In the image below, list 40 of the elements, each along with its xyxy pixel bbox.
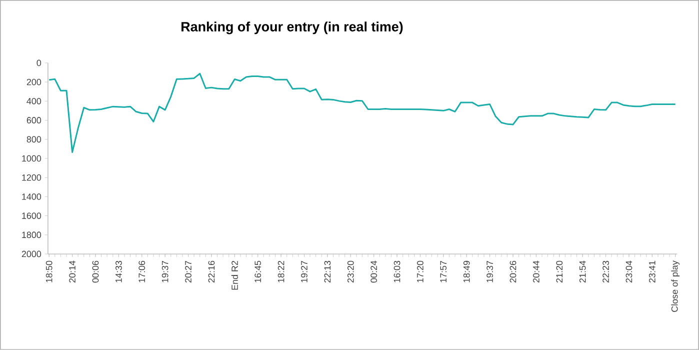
x-tick-label: 20:27	[185, 260, 192, 283]
x-tick-label: 00:06	[92, 260, 99, 283]
x-tick-label: 17:57	[440, 260, 447, 282]
y-tick-label: 1200	[22, 174, 42, 181]
x-tick-label: 22:13	[324, 260, 331, 283]
x-tick-label: 20:14	[69, 260, 76, 283]
y-tick-label: 800	[26, 136, 42, 143]
y-tick-label: 200	[26, 78, 42, 86]
x-tick-label: 18:49	[463, 260, 470, 282]
x-tick-label: 19:37	[162, 260, 168, 282]
x-tick-label: 17:06	[138, 260, 146, 282]
x-tick-label: End R2	[231, 261, 238, 290]
x-tick-label: 22:16	[208, 260, 215, 283]
x-tick-label: 22:23	[602, 260, 609, 283]
x-tick-label: 21:20	[556, 260, 563, 283]
x-tick-label: 20:26	[510, 260, 516, 283]
x-tick-label: 23:04	[626, 260, 632, 283]
y-tick-label: 1000	[22, 155, 42, 162]
x-tick-label: 14:33	[115, 260, 122, 282]
y-tick-label: 0	[36, 60, 42, 66]
x-tick-label: 21:54	[579, 260, 586, 283]
x-tick-label: 00:24	[370, 260, 377, 283]
x-tick-label: Close of play	[671, 260, 680, 312]
x-tick-label: 16:03	[394, 260, 400, 282]
x-tick-label: 18:50	[46, 260, 52, 282]
x-tick-label: 16:45	[254, 260, 262, 282]
x-tick-label: 20:44	[533, 260, 540, 283]
x-tick-label: 18:22	[278, 260, 284, 282]
x-tick-label: 19:27	[301, 260, 308, 282]
x-tick-label: 19:37	[486, 260, 493, 282]
chart-title: Ranking of your entry (in real time)	[182, 22, 403, 34]
x-tick-label: 23:20	[347, 260, 354, 283]
y-tick-label: 1600	[22, 212, 42, 219]
x-tick-label: 23:41	[648, 260, 656, 283]
x-tick-label: 17:20	[417, 260, 424, 282]
y-tick-label: 1800	[22, 232, 42, 238]
y-tick-label: 1400	[22, 194, 42, 200]
y-tick-label: 600	[26, 117, 42, 124]
y-tick-label: 2000	[22, 250, 42, 258]
y-tick-label: 400	[26, 98, 42, 104]
